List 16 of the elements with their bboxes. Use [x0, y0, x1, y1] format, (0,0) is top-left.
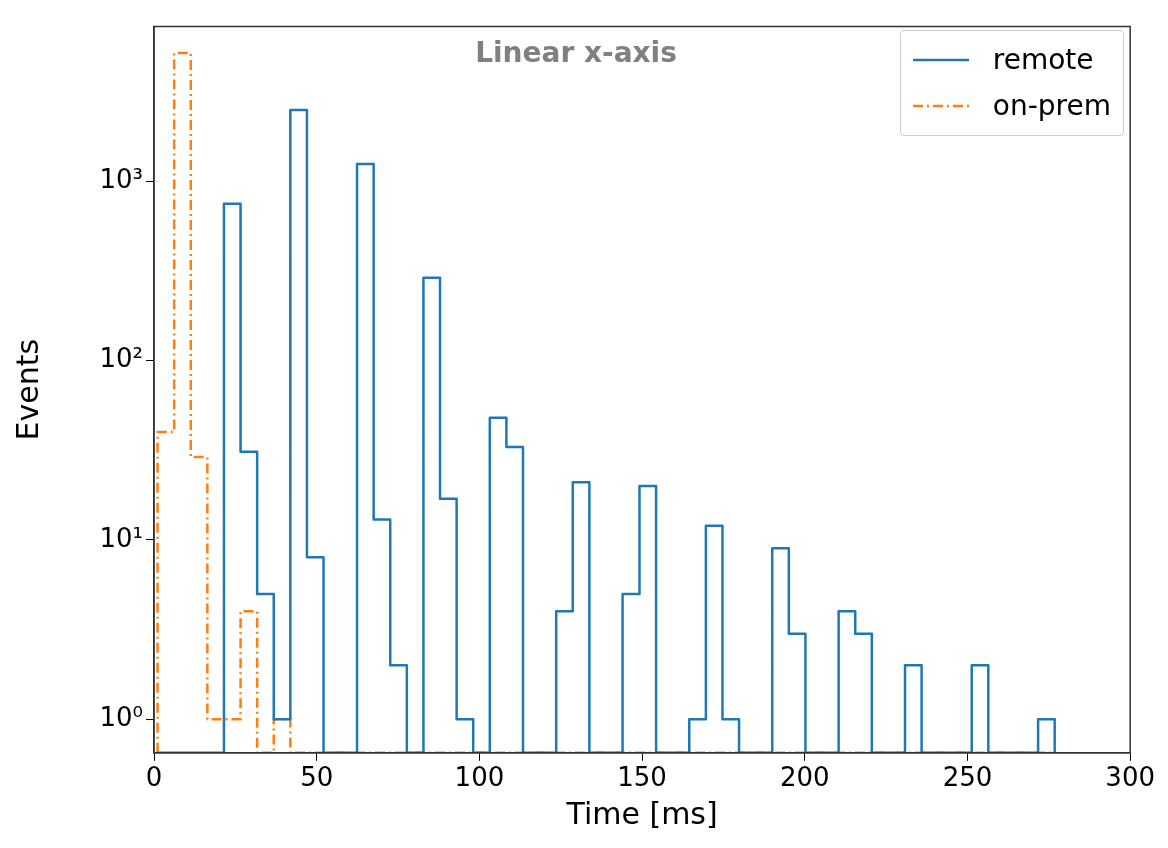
x-tick-label: 100	[454, 762, 505, 793]
y-tick-label: 10³	[99, 164, 143, 195]
x-axis-title: Time [ms]	[565, 795, 718, 831]
legend-label: remote	[992, 42, 1094, 78]
x-tick-label: 150	[617, 762, 667, 793]
y-axis-title: Events	[9, 338, 45, 441]
x-tick-label: 300	[1105, 762, 1156, 793]
y-tick-label: 10²	[99, 343, 143, 374]
y-tick-label: 10¹	[99, 522, 143, 553]
x-tick-label: 200	[779, 762, 830, 793]
chart-title: Linear x-axis	[475, 36, 677, 69]
x-tick-label: 0	[145, 762, 163, 793]
y-tick-label: 10⁰	[99, 702, 143, 733]
legend-label: on-prem	[992, 88, 1111, 124]
x-tick-label: 250	[942, 762, 993, 793]
x-tick-label: 50	[300, 762, 334, 793]
